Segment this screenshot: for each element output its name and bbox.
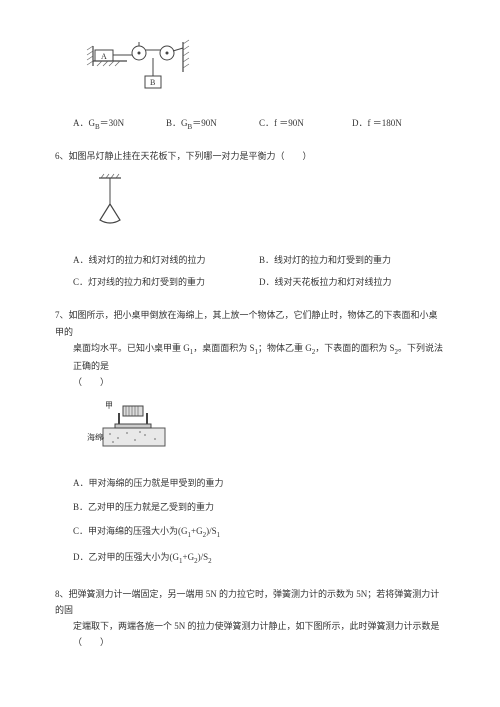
- q6-option-c: C．灯对线的拉力和灯受到的重力: [73, 271, 259, 293]
- q7-stem: 7、如图所示，把小桌甲倒放在海绵上，其上放一个物体乙，它们静止时，物体乙的下表面…: [55, 307, 445, 390]
- q5-label-b: B: [150, 78, 155, 87]
- q6-option-b: B．线对灯的拉力和灯受到的重力: [259, 249, 445, 271]
- question-5: A: [55, 38, 445, 134]
- q5-options: A．GB＝30N B．GB＝90N C．f ＝90N D．f ＝180N: [55, 115, 445, 133]
- q6-stem: 6、如图吊灯静止挂在天花板下，下列哪一对力是平衡力（ ）: [55, 148, 445, 164]
- question-7: 7、如图所示，把小桌甲倒放在海绵上，其上放一个物体乙，它们静止时，物体乙的下表面…: [55, 307, 445, 571]
- q5-option-b: B．GB＝90N: [166, 115, 259, 133]
- q7-option-c: C．甲对海绵的压强大小为(G1+G2)/S1: [73, 519, 445, 545]
- q7-options: A．甲对海绵的压力就是甲受到的重力 B．乙对甲的压力就是乙受到的重力 C．甲对海…: [55, 471, 445, 572]
- q7-fig-label-sponge: 海绵: [87, 432, 103, 442]
- q5-figure: A: [85, 38, 445, 103]
- q6-options: A．线对灯的拉力和灯对线的拉力 B．线对灯的拉力和灯受到的重力 C．灯对线的拉力…: [55, 249, 445, 293]
- q8-stem: 8、把弹簧测力计一端固定，另一端用 5N 的力拉它时，弹簧测力计的示数为 5N；…: [55, 586, 445, 651]
- q6-option-d: D．线对天花板拉力和灯对线拉力: [259, 271, 445, 293]
- q7-stem-line3: （ ）: [55, 374, 445, 390]
- q7-option-d: D．乙对甲的压强大小为(G1+G2)/S2: [73, 545, 445, 571]
- q5-option-d: D．f ＝180N: [352, 115, 445, 133]
- q6-figure: [85, 172, 445, 237]
- q7-option-a: A．甲对海绵的压力就是甲受到的重力: [73, 471, 445, 495]
- q7-option-b: B．乙对甲的压力就是乙受到的重力: [73, 495, 445, 519]
- question-6: 6、如图吊灯静止挂在天花板下，下列哪一对力是平衡力（ ） A．线对灯的拉力和灯对…: [55, 148, 445, 294]
- q7-fig-label-left: 甲: [105, 401, 113, 410]
- q5-option-c: C．f ＝90N: [259, 115, 352, 133]
- q5-label-a: A: [101, 52, 107, 61]
- q7-stem-line2: 桌面均水平。已知小桌甲重 G1，桌面面积为 S1；物体乙重 G2，下表面的面积为…: [55, 340, 445, 375]
- q7-figure: 甲 海绵: [85, 398, 445, 458]
- q5-option-a: A．GB＝30N: [73, 115, 166, 133]
- q8-stem-line2: 定端取下，两端各施一个 5N 的拉力使弹簧测力计静止，如下图所示，此时弹簧测力计…: [55, 618, 445, 650]
- question-8: 8、把弹簧测力计一端固定，另一端用 5N 的力拉它时，弹簧测力计的示数为 5N；…: [55, 586, 445, 651]
- q7-stem-line1: 7、如图所示，把小桌甲倒放在海绵上，其上放一个物体乙，它们静止时，物体乙的下表面…: [55, 307, 445, 339]
- q6-option-a: A．线对灯的拉力和灯对线的拉力: [73, 249, 259, 271]
- q8-stem-line1: 8、把弹簧测力计一端固定，另一端用 5N 的力拉它时，弹簧测力计的示数为 5N；…: [55, 586, 445, 618]
